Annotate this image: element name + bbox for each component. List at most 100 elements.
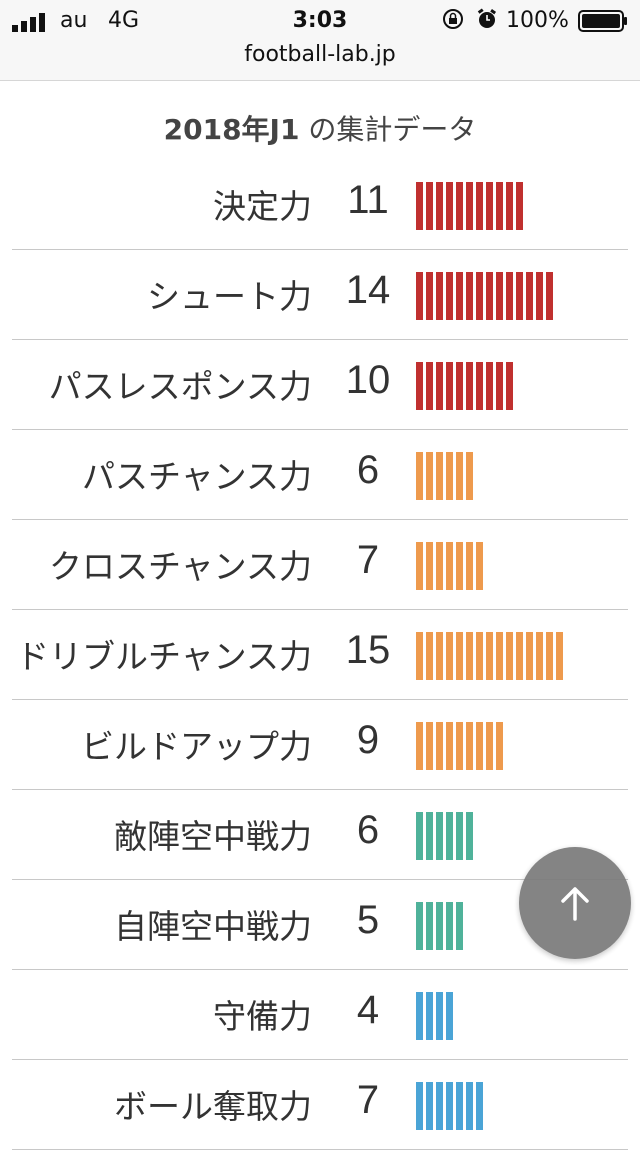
stat-bar (416, 722, 506, 770)
stat-bar-segment (486, 632, 493, 680)
stat-value: 9 (356, 718, 380, 762)
stat-bar-segment (486, 182, 493, 230)
stat-label: 守備力 (213, 997, 312, 1036)
stat-bar-segment (416, 812, 423, 860)
stat-value: 14 (345, 268, 391, 312)
network-type: 4G (108, 8, 140, 33)
stat-bar-segment (426, 182, 433, 230)
stat-bar (416, 362, 516, 410)
stat-bar-segment (516, 272, 523, 320)
scroll-to-top-button[interactable] (519, 847, 631, 959)
stat-bar-segment (436, 182, 443, 230)
stat-bar-segment (446, 182, 453, 230)
stat-bar-segment (416, 272, 423, 320)
stat-bar-segment (416, 182, 423, 230)
stat-bar-segment (446, 812, 453, 860)
stat-bar-segment (466, 812, 473, 860)
stat-bar-segment (426, 542, 433, 590)
stat-bar-segment (456, 1082, 463, 1130)
stat-bar-segment (506, 272, 513, 320)
stat-label: ボール奪取力 (114, 1087, 312, 1126)
stat-bar-segment (416, 1082, 423, 1130)
stat-bar (416, 452, 476, 500)
stat-value: 15 (345, 628, 391, 672)
battery-percentage: 100% (506, 8, 569, 33)
stat-bar-segment (456, 542, 463, 590)
stat-row: 守備力 4 (12, 970, 628, 1060)
stat-label: パスチャンス力 (81, 457, 312, 496)
stat-label: ドリブルチャンス力 (15, 637, 312, 676)
stat-bar-segment (466, 542, 473, 590)
stats-list: 決定力 11 シュート力 14 パスレスポンス力 10 パスチャンス力 6 クロスチャンス力 7 ド… (12, 160, 628, 1150)
stat-row: ボール奪取力 7 (12, 1060, 628, 1150)
stat-bar-segment (436, 992, 443, 1040)
stat-row: ビルドアップ力 9 (12, 700, 628, 790)
stat-bar-segment (476, 1082, 483, 1130)
stat-bar-segment (526, 632, 533, 680)
stat-bar-segment (516, 632, 523, 680)
stat-bar-segment (466, 632, 473, 680)
stat-bar-segment (436, 1082, 443, 1130)
clock: 3:03 (292, 8, 348, 33)
stat-value: 7 (356, 1078, 380, 1122)
stat-bar-segment (446, 362, 453, 410)
stat-label: 自陣空中戦力 (114, 907, 312, 946)
stat-bar-segment (426, 992, 433, 1040)
stat-bar-segment (446, 632, 453, 680)
stat-bar (416, 632, 566, 680)
stat-bar-segment (536, 272, 543, 320)
stat-bar-segment (456, 452, 463, 500)
stat-bar (416, 902, 466, 950)
stat-bar-segment (456, 182, 463, 230)
stat-label: ビルドアップ力 (81, 727, 312, 766)
stat-bar-segment (416, 542, 423, 590)
address-bar-url[interactable]: football-lab.jp (244, 42, 396, 67)
stat-bar-segment (416, 992, 423, 1040)
stat-bar-segment (436, 812, 443, 860)
stat-bar-segment (416, 362, 423, 410)
stat-bar-segment (436, 632, 443, 680)
stat-value: 6 (356, 448, 380, 492)
stat-bar-segment (486, 272, 493, 320)
stat-bar-segment (456, 362, 463, 410)
stat-row: パスレスポンス力 10 (12, 340, 628, 430)
stat-bar-segment (476, 632, 483, 680)
stat-bar-segment (436, 452, 443, 500)
arrow-up-icon (561, 887, 589, 921)
stat-value: 11 (347, 178, 389, 222)
stat-bar-segment (496, 182, 503, 230)
stat-bar-segment (506, 362, 513, 410)
stat-bar-segment (446, 992, 453, 1040)
stat-bar-segment (466, 272, 473, 320)
stat-label: シュート力 (147, 277, 312, 316)
stat-value: 4 (356, 988, 380, 1032)
stat-bar-segment (506, 632, 513, 680)
stat-bar-segment (436, 902, 443, 950)
stat-bar (416, 542, 486, 590)
stat-bar-segment (456, 902, 463, 950)
stat-bar-segment (436, 362, 443, 410)
stat-bar (416, 812, 476, 860)
stat-bar-segment (546, 632, 553, 680)
stat-bar-segment (426, 902, 433, 950)
stat-bar-segment (466, 362, 473, 410)
stat-bar-segment (476, 722, 483, 770)
status-bar: au 4G 3:03 100% football-lab.jp (0, 0, 640, 81)
stat-bar-segment (476, 182, 483, 230)
stat-bar-segment (476, 272, 483, 320)
stat-bar-segment (436, 722, 443, 770)
stat-bar-segment (416, 452, 423, 500)
stat-bar-segment (496, 362, 503, 410)
stat-bar-segment (466, 1082, 473, 1130)
stat-bar-segment (466, 182, 473, 230)
stat-bar-segment (506, 182, 513, 230)
stat-bar-segment (426, 632, 433, 680)
stat-bar-segment (456, 272, 463, 320)
rotation-lock-icon (443, 9, 463, 29)
stat-label: 敵陣空中戦力 (114, 817, 312, 856)
stat-bar-segment (416, 632, 423, 680)
page-title-text: の集計データ (299, 113, 477, 146)
stat-bar-segment (426, 812, 433, 860)
stat-bar-segment (456, 632, 463, 680)
battery-icon (578, 10, 627, 32)
